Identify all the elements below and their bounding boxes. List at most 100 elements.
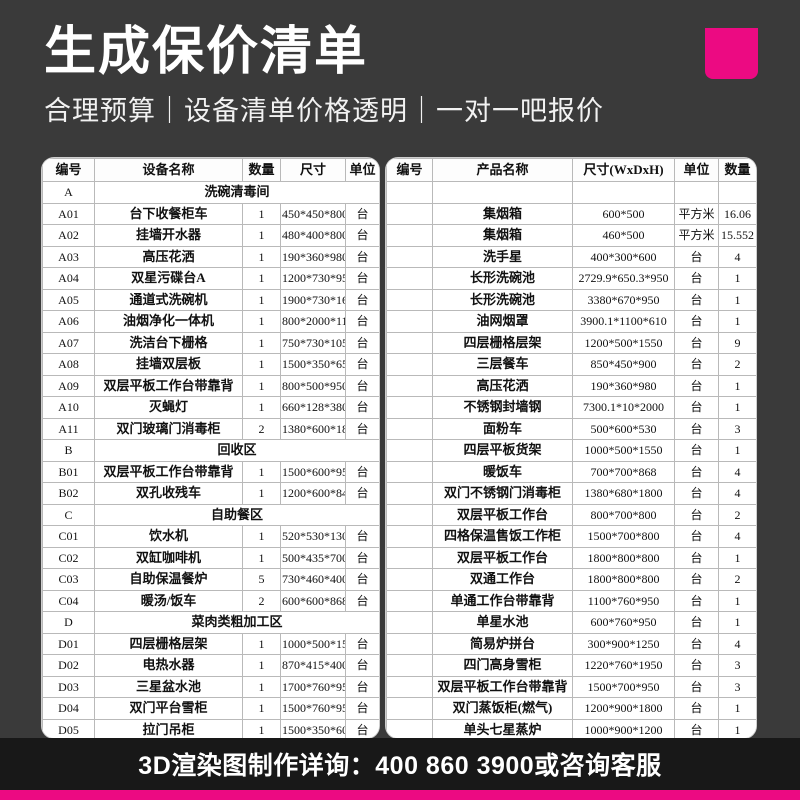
row-code: A08 [42,353,95,376]
column-header-code: 编号 [386,158,433,182]
row-size: 660*128*380 [280,396,346,419]
row-unit: 台 [345,310,379,333]
row-size: 1800*800*800 [572,568,675,591]
row-name: 双门平台雪柜 [94,697,243,720]
equipment-list-table: 编号 设备名称 数量 尺寸 单位 A 洗碗清毒间 A01 台下收餐柜车 1 450*450… [42,158,379,738]
row-name: 双层平板工作台 [432,546,573,569]
product-table-body: 集烟箱 600*500 平方米 16.06 集烟箱 460*500 平方米 15.552 洗手星… [386,181,756,738]
table-row: 四门高身雪柜 1220*760*1950 台 3 [386,654,756,677]
row-unit: 台 [345,288,379,311]
row-qty: 1 [718,718,756,738]
footer-contact-text: 3D渲染图制作详询：400 860 3900或咨询客服 [138,752,662,780]
column-header-name: 产品名称 [432,158,573,182]
row-qty: 4 [718,482,756,505]
row-unit: 台 [674,267,719,290]
row-qty: 1 [718,267,756,290]
row-name: 饮水机 [94,525,243,548]
row-qty: 1 [718,611,756,634]
row-code: D04 [42,697,95,720]
row-qty: 2 [718,353,756,376]
table-row: 三层餐车 850*450*900 台 2 [386,353,756,376]
row-size: 1500*350*650 [280,353,346,376]
row-size: 1500*700*950 [572,675,675,698]
table-row: 双门蒸饭柜(燃气) 1200*900*1800 台 1 [386,697,756,720]
row-unit: 台 [674,331,719,354]
row-qty: 1 [242,202,281,225]
row-unit: 台 [674,439,719,462]
section-title: 自助餐区 [94,503,379,526]
row-code: C01 [42,525,95,548]
row-code [386,632,433,655]
table-row: A01 台下收餐柜车 1 450*450*800 台 [42,202,379,225]
row-code [386,654,433,677]
table-row: A10 灭蝇灯 1 660*128*380 台 [42,396,379,419]
product-list-table: 编号 产品名称 尺寸(WxDxH) 单位 数量 集烟箱 600*500 平方米 16.… [386,158,756,738]
row-unit: 台 [345,675,379,698]
row-qty: 1 [242,546,281,569]
row-unit: 台 [345,396,379,419]
row-name: 挂墙双层板 [94,353,243,376]
row-size: 1220*760*1950 [572,654,675,677]
row-qty: 9 [718,331,756,354]
row-unit: 台 [345,482,379,505]
table-row: 双门不锈钢门消毒柜 1380*680*1800 台 4 [386,482,756,505]
row-code: A06 [42,310,95,333]
table-header-row: 编号 产品名称 尺寸(WxDxH) 单位 数量 [386,158,756,182]
row-name: 双层平板工作台带靠背 [94,460,243,483]
row-name: 双层平板工作台带靠背 [432,675,573,698]
row-name: 单通工作台带靠背 [432,589,573,612]
row-size: 1800*800*800 [572,546,675,569]
table-row: 四层平板货架 1000*500*1550 台 1 [386,439,756,462]
row-unit: 台 [674,503,719,526]
column-header-qty: 数量 [242,158,281,182]
table-row [386,181,756,204]
row-size: 3380*670*950 [572,288,675,311]
table-row: D 菜肉类粗加工区 [42,611,379,634]
column-header-unit: 单位 [345,158,379,182]
row-name: 暖汤/饭车 [94,589,243,612]
row-code [386,374,433,397]
row-size: 1900*730*1630 [280,288,346,311]
row-size: 1380*680*1800 [572,482,675,505]
row-unit: 台 [345,697,379,720]
row-unit: 台 [345,718,379,738]
row-unit: 台 [674,460,719,483]
row-qty: 1 [242,310,281,333]
row-unit: 台 [674,718,719,738]
row-unit: 台 [345,546,379,569]
row-size: 500*435*700 [280,546,346,569]
row-name: 双孔收残车 [94,482,243,505]
table-header-row: 编号 设备名称 数量 尺寸 单位 [42,158,379,182]
row-name: 通道式洗碗机 [94,288,243,311]
row-unit: 台 [345,374,379,397]
row-name: 双层平板工作台 [432,503,573,526]
row-code [386,503,433,526]
table-row: C04 暖汤/饭车 2 600*600*868 台 [42,589,379,612]
row-size: 1100*760*950 [572,589,675,612]
row-unit: 台 [345,417,379,440]
table-row: C02 双缸咖啡机 1 500*435*700 台 [42,546,379,569]
row-code [386,525,433,548]
row-size: 800*2000*1100 [280,310,346,333]
row-code [386,611,433,634]
column-header-code: 编号 [42,158,95,182]
row-code [386,589,433,612]
row-code: A11 [42,417,95,440]
row-code: A05 [42,288,95,311]
row-name: 单星水池 [432,611,573,634]
row-name: 挂墙开水器 [94,224,243,247]
row-code: D05 [42,718,95,738]
row-code [386,675,433,698]
row-name: 双门蒸饭柜(燃气) [432,697,573,720]
row-unit [674,181,719,204]
row-size: 1200*500*1550 [572,331,675,354]
column-header-unit: 单位 [674,158,719,182]
row-name: 灭蝇灯 [94,396,243,419]
row-code [386,546,433,569]
row-code: A03 [42,245,95,268]
